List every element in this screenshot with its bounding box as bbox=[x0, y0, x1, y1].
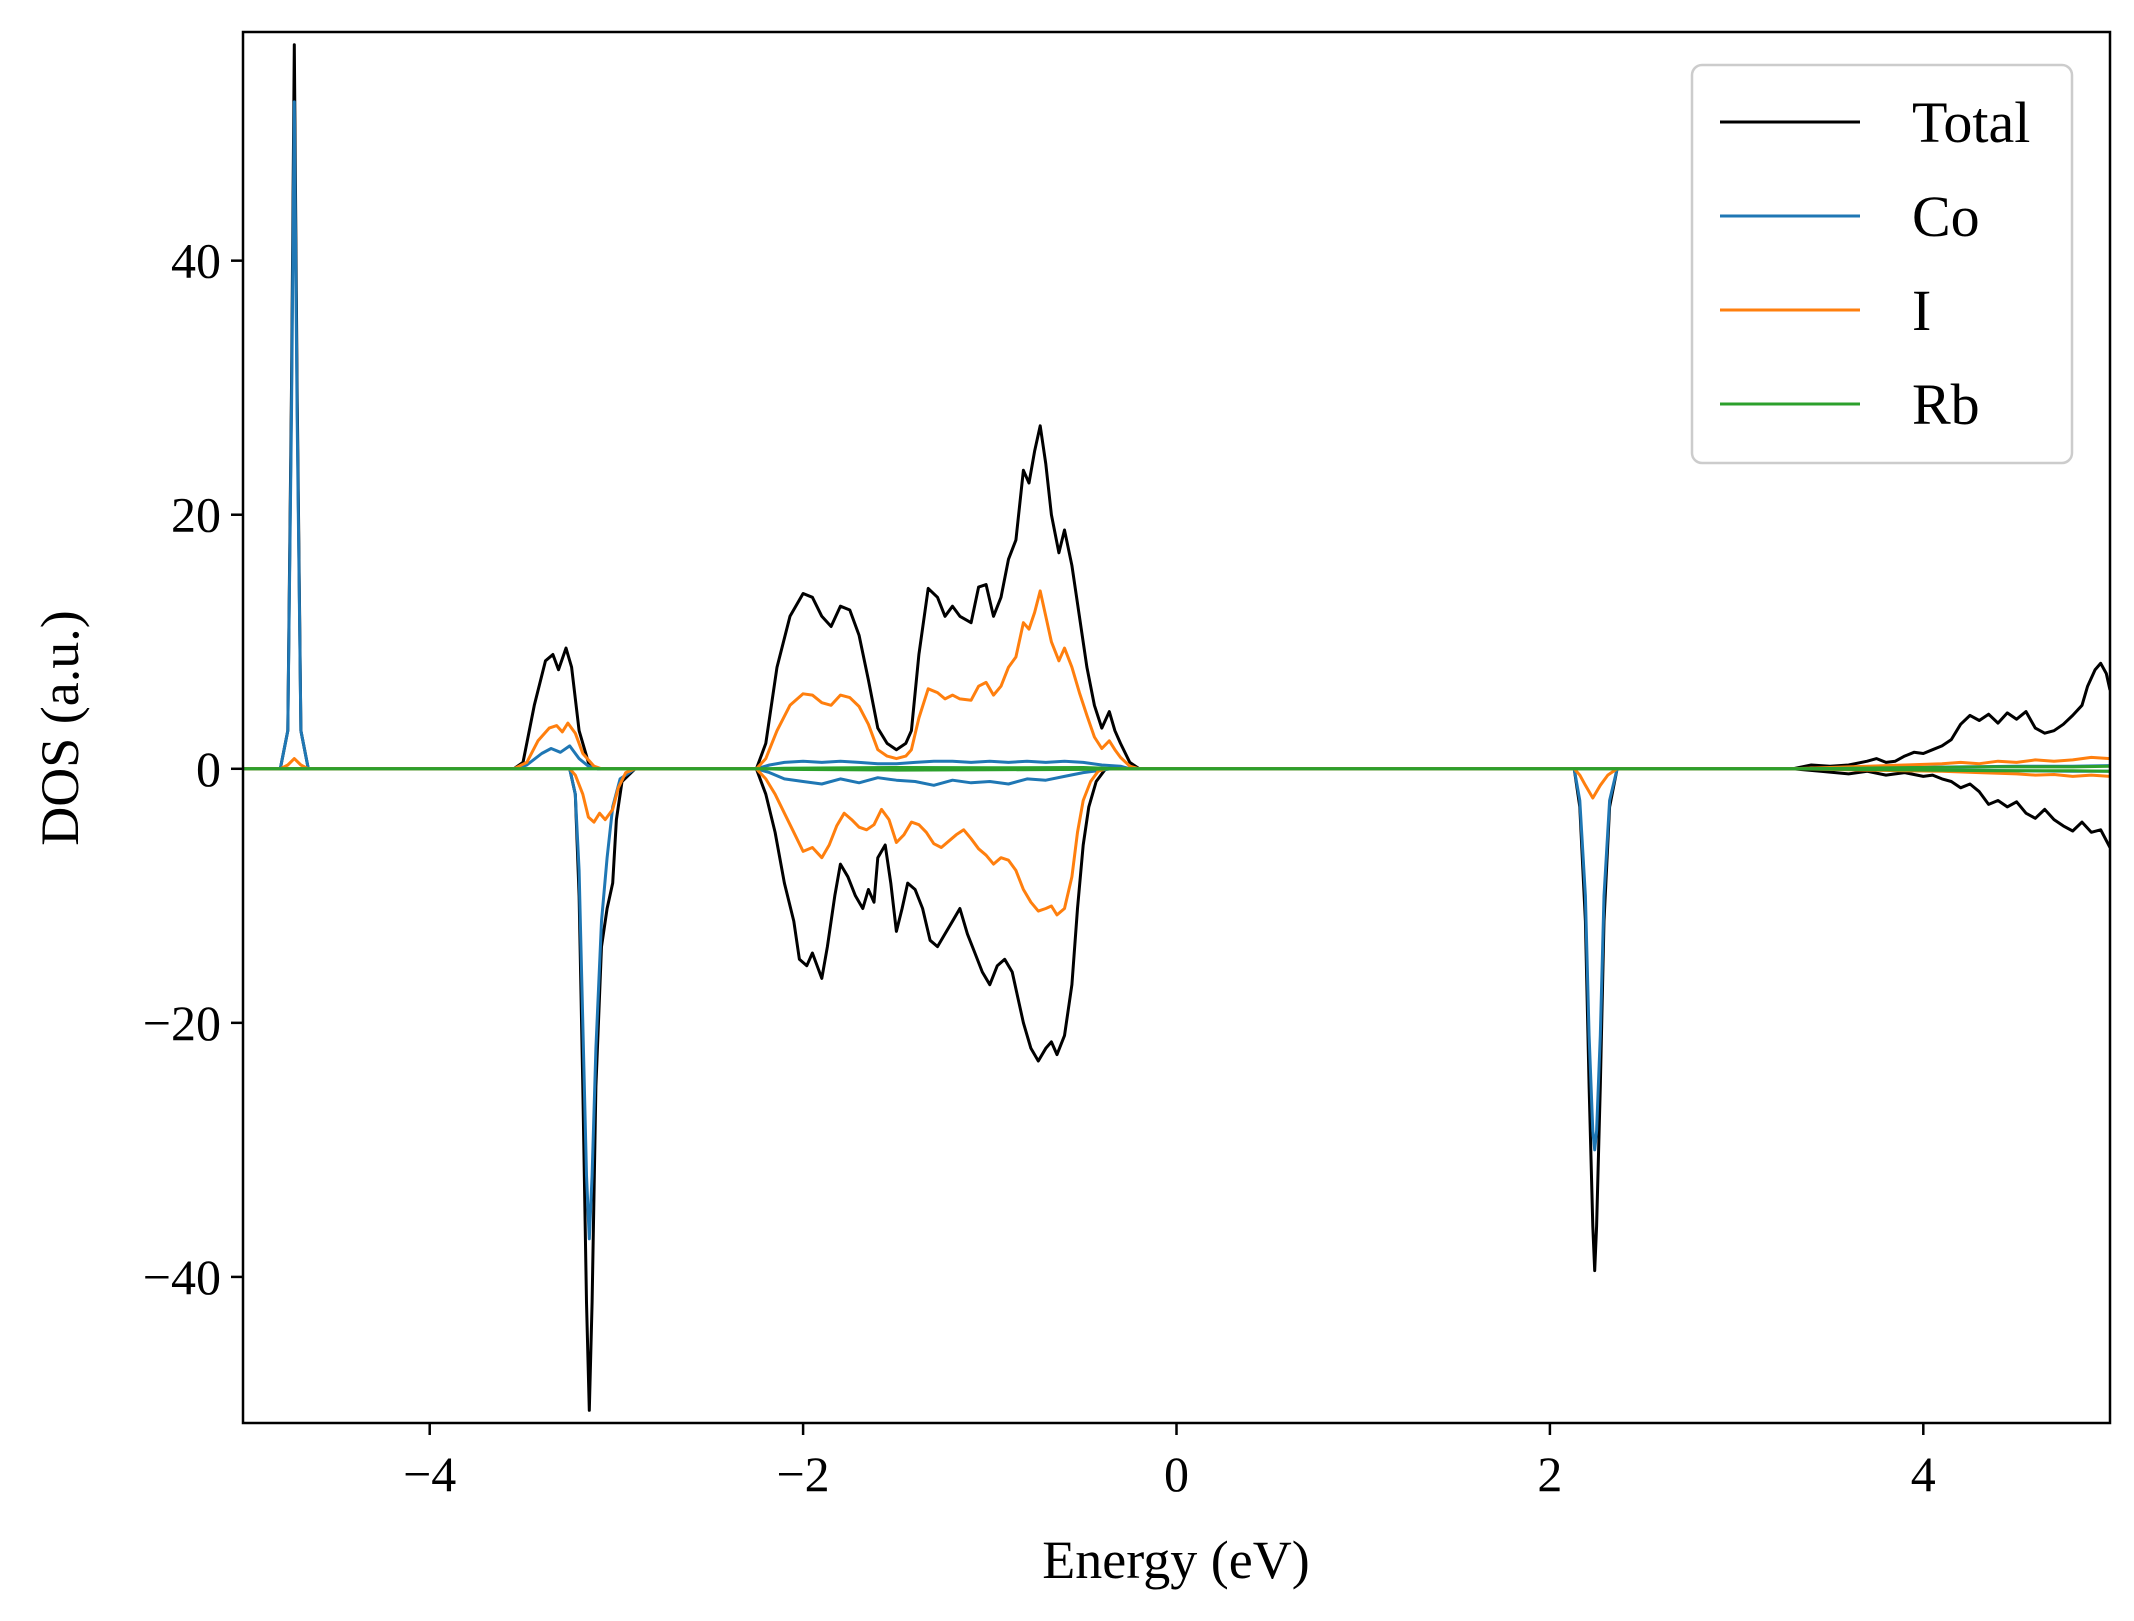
y-axis-label: DOS (a.u.) bbox=[30, 610, 90, 845]
y-tick-label: 40 bbox=[171, 233, 221, 289]
series-total-down-line bbox=[243, 767, 2110, 1412]
legend-label-rb: Rb bbox=[1912, 372, 1980, 437]
y-tick-label: −20 bbox=[143, 995, 221, 1051]
legend-label-i: I bbox=[1912, 278, 1931, 343]
legend: Total Co I Rb bbox=[1690, 63, 2074, 465]
y-tick-label: −40 bbox=[143, 1249, 221, 1305]
series-rb-down-line bbox=[243, 767, 2110, 773]
y-tick-label: 0 bbox=[196, 741, 221, 797]
legend-label-co: Co bbox=[1912, 184, 1980, 249]
x-tick-label: 0 bbox=[1164, 1446, 1189, 1502]
y-tick-label: 20 bbox=[171, 487, 221, 543]
x-tick-label: 4 bbox=[1911, 1446, 1936, 1502]
x-tick-label: 2 bbox=[1537, 1446, 1562, 1502]
series-co-down-line bbox=[243, 767, 2110, 1241]
x-axis-label: Energy (eV) bbox=[1042, 1530, 1309, 1590]
legend-label-total: Total bbox=[1912, 90, 2030, 155]
x-tick-label: −4 bbox=[403, 1446, 456, 1502]
series-total-up-line bbox=[243, 43, 2110, 771]
x-tick-label: −2 bbox=[776, 1446, 829, 1502]
legend-box bbox=[1690, 63, 2074, 465]
series-layer bbox=[243, 43, 2110, 1412]
series-i-down-line bbox=[243, 767, 2110, 917]
